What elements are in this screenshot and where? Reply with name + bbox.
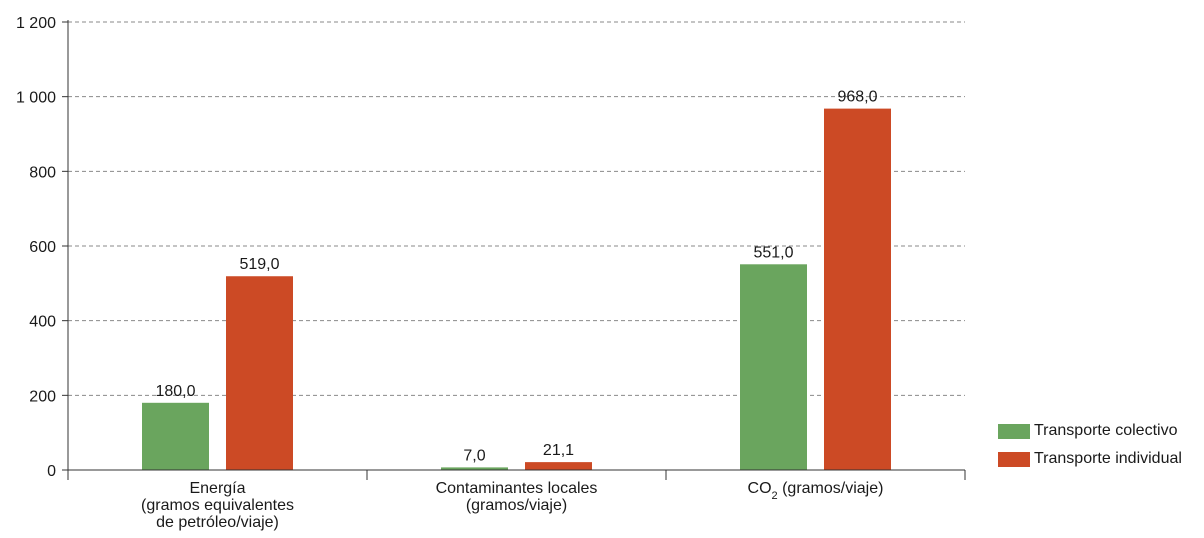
y-tick-label: 800 bbox=[29, 164, 56, 181]
bar-colectivo bbox=[441, 467, 508, 470]
bar-individual bbox=[824, 108, 891, 470]
x-category-label: CO2 (gramos/viaje) bbox=[748, 480, 884, 502]
legend-item-colectivo: Transporte colectivo bbox=[998, 419, 1182, 443]
data-label: 968,0 bbox=[837, 89, 877, 106]
data-label: 551,0 bbox=[753, 244, 793, 261]
data-label: 21,1 bbox=[543, 442, 574, 459]
x-category-label: Contaminantes locales bbox=[436, 480, 598, 497]
y-tick-label: 400 bbox=[29, 314, 56, 331]
data-label: 7,0 bbox=[463, 447, 485, 464]
y-tick-label: 0 bbox=[47, 463, 56, 480]
bar-colectivo bbox=[142, 402, 209, 470]
data-label: 180,0 bbox=[155, 383, 195, 400]
bar-individual bbox=[226, 276, 293, 470]
y-tick-label: 1 000 bbox=[16, 90, 56, 107]
data-label: 519,0 bbox=[239, 256, 279, 273]
legend-label-colectivo: Transporte colectivo bbox=[1034, 422, 1178, 439]
bar-colectivo bbox=[740, 264, 807, 470]
x-category-label: (gramos/viaje) bbox=[466, 497, 567, 514]
y-tick-label: 1 200 bbox=[16, 15, 56, 32]
legend: Transporte colectivo Transporte individu… bbox=[998, 419, 1182, 475]
y-tick-label: 600 bbox=[29, 239, 56, 256]
x-category-label: Energía bbox=[189, 480, 245, 497]
bar-individual bbox=[525, 462, 592, 470]
legend-item-individual: Transporte individual bbox=[998, 447, 1182, 471]
legend-swatch-individual bbox=[998, 451, 1030, 467]
x-category-label: (gramos equivalentes bbox=[141, 497, 294, 514]
x-category-label: de petróleo/viaje) bbox=[156, 514, 279, 531]
legend-label-individual: Transporte individual bbox=[1034, 450, 1182, 467]
legend-swatch-colectivo bbox=[998, 423, 1030, 439]
y-tick-label: 200 bbox=[29, 388, 56, 405]
